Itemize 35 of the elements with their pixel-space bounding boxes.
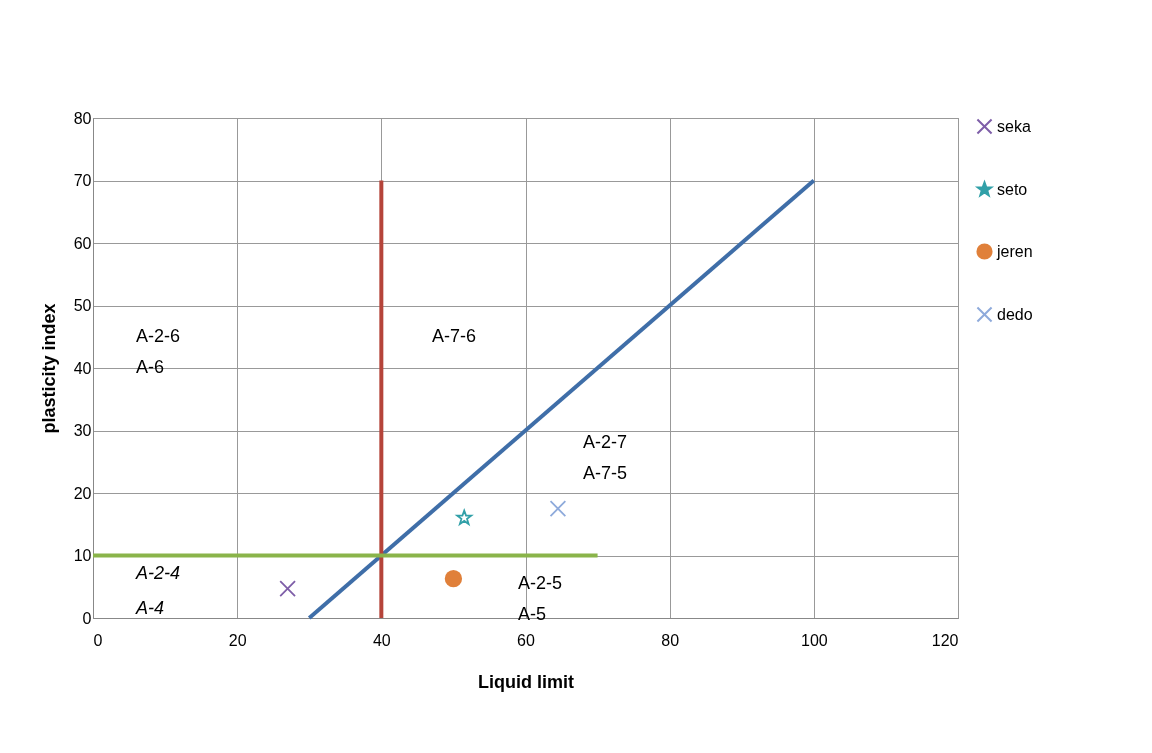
legend-label: dedo (997, 305, 1033, 323)
y-tick-label: 70 (73, 172, 92, 189)
x-tick-label: 100 (800, 631, 828, 649)
y-tick-label: 10 (73, 547, 92, 564)
x-tick-label: 80 (661, 631, 680, 649)
legend-label: seto (997, 180, 1028, 198)
y-tick-label: 30 (73, 422, 92, 439)
annotation: A-7-6 (432, 326, 477, 346)
annotation: A-2-6 (136, 326, 181, 346)
x-tick-label: 120 (931, 631, 959, 649)
point (279, 580, 296, 597)
y-tick-label: 0 (82, 609, 92, 627)
annotation: A-2-4 (135, 563, 181, 583)
y-axis-title: plasticity index (38, 303, 59, 434)
y-tick-label: 80 (73, 109, 92, 127)
point (549, 500, 567, 517)
y-tick-label: 40 (73, 359, 92, 377)
y-tick-label: 50 (73, 297, 92, 314)
legend-label: seka (997, 117, 1031, 135)
x-tick-label: 0 (93, 631, 103, 649)
point (444, 569, 463, 588)
annotation: A-7-5 (583, 463, 628, 483)
legend-label: jeren (996, 242, 1033, 260)
annotation: A-5 (518, 604, 547, 624)
annotation: A-2-5 (518, 573, 563, 593)
annotation: A-4 (135, 598, 165, 618)
x-axis-title: Liquid limit (478, 671, 574, 692)
x-tick-label: 20 (228, 631, 247, 649)
point (456, 509, 473, 525)
annotation: A-2-7 (583, 432, 628, 452)
x-tick-label: 60 (517, 631, 535, 649)
x-tick-label: 40 (372, 631, 391, 649)
annotation: A-6 (136, 357, 165, 377)
y-tick-label: 20 (73, 484, 92, 502)
y-tick-label: 60 (73, 234, 92, 252)
